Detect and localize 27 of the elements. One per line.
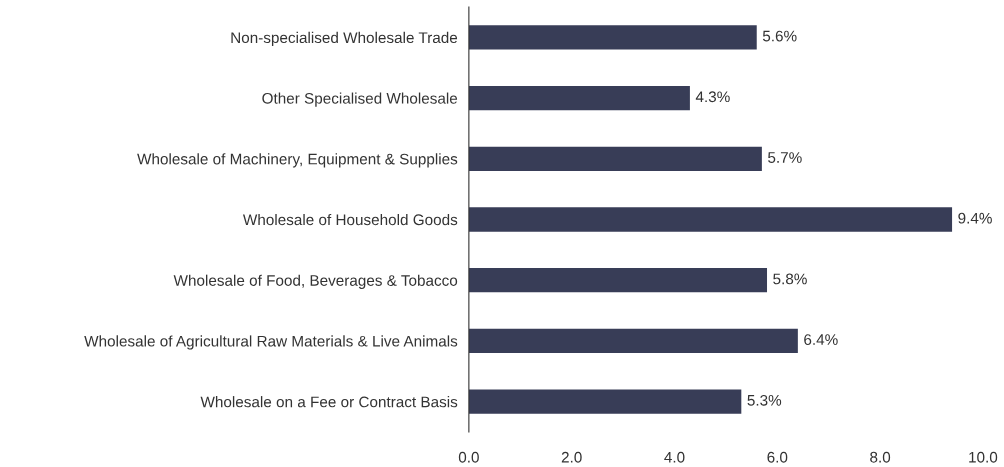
data-label: 4.3%: [695, 91, 730, 103]
y-tick-label: Wholesale of Food, Beverages & Tobacco: [173, 274, 458, 289]
data-label: 6.4%: [804, 334, 838, 346]
bar: [468, 85, 690, 111]
data-label: 5.8%: [773, 273, 807, 285]
x-tick-label: 10.0: [969, 451, 998, 463]
data-label: 5.3%: [747, 394, 782, 406]
y-tick-label: Wholesale of Machinery, Equipment & Supplies: [137, 153, 458, 168]
bar: [468, 25, 757, 50]
y-tick-label: Wholesale of Household Goods: [242, 213, 458, 226]
y-tick-label: Non-specialised Wholesale Trade: [231, 31, 458, 47]
x-tick-label: 4.0: [664, 451, 685, 463]
data-label: 9.4%: [958, 212, 992, 224]
bar: [468, 328, 798, 354]
y-tick-label: Wholesale on a Fee or Contract Basis: [200, 396, 458, 408]
x-tick-label: 8.0: [870, 451, 891, 463]
bar: [468, 268, 768, 293]
data-label: 5.7%: [768, 152, 802, 163]
x-tick-label: 2.0: [561, 451, 582, 463]
bar: [468, 389, 742, 414]
x-tick-label: 0.0: [458, 451, 479, 463]
x-tick-label: 6.0: [767, 451, 788, 463]
y-tick-label: Wholesale of Agricultural Raw Materials & Live Animals: [84, 335, 458, 350]
bar: [468, 207, 953, 232]
bar: [468, 146, 762, 171]
data-label: 5.6%: [762, 30, 797, 42]
y-tick-label: Other Specialised Wholesale: [262, 92, 458, 107]
